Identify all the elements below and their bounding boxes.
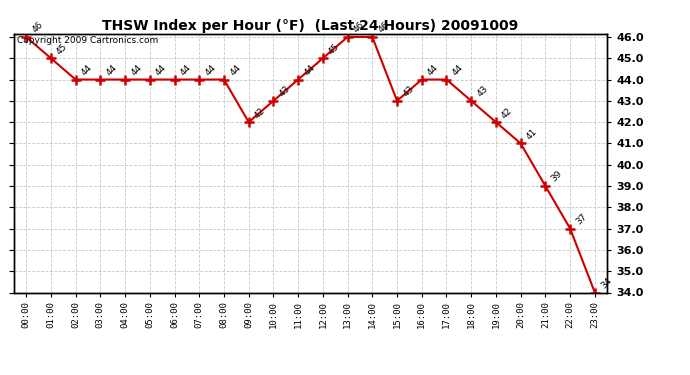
Text: 37: 37	[574, 212, 589, 226]
Text: 43: 43	[401, 84, 415, 99]
Text: 43: 43	[277, 84, 292, 99]
Text: 45: 45	[55, 42, 70, 56]
Text: 42: 42	[500, 106, 515, 120]
Text: 44: 44	[204, 63, 218, 77]
Text: 43: 43	[475, 84, 490, 99]
Text: 44: 44	[426, 63, 440, 77]
Text: 46: 46	[30, 20, 45, 35]
Title: THSW Index per Hour (°F)  (Last 24 Hours) 20091009: THSW Index per Hour (°F) (Last 24 Hours)…	[102, 19, 519, 33]
Text: 44: 44	[228, 63, 242, 77]
Text: 39: 39	[549, 170, 564, 184]
Text: Copyright 2009 Cartronics.com: Copyright 2009 Cartronics.com	[17, 36, 158, 45]
Text: 41: 41	[525, 127, 540, 141]
Text: 46: 46	[377, 20, 391, 35]
Text: 44: 44	[80, 63, 94, 77]
Text: 44: 44	[451, 63, 465, 77]
Text: 44: 44	[302, 63, 317, 77]
Text: 34: 34	[599, 276, 613, 290]
Text: 44: 44	[129, 63, 144, 77]
Text: 44: 44	[154, 63, 168, 77]
Text: 44: 44	[104, 63, 119, 77]
Text: 44: 44	[179, 63, 193, 77]
Text: 45: 45	[327, 42, 342, 56]
Text: 46: 46	[352, 20, 366, 35]
Text: 42: 42	[253, 106, 267, 120]
